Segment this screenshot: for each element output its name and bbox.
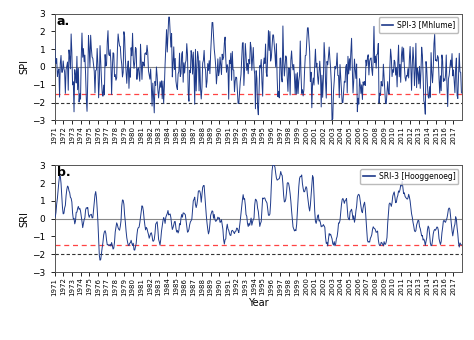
Y-axis label: SRI: SRI — [19, 211, 29, 226]
Y-axis label: SPI: SPI — [19, 59, 29, 74]
Legend: SRI-3 [Hooggenoeg]: SRI-3 [Hooggenoeg] — [360, 169, 458, 184]
Text: a.: a. — [56, 15, 70, 28]
X-axis label: Year: Year — [248, 298, 269, 308]
Text: b.: b. — [56, 166, 70, 179]
Legend: SPI-3 [Mhlume]: SPI-3 [Mhlume] — [379, 17, 458, 33]
